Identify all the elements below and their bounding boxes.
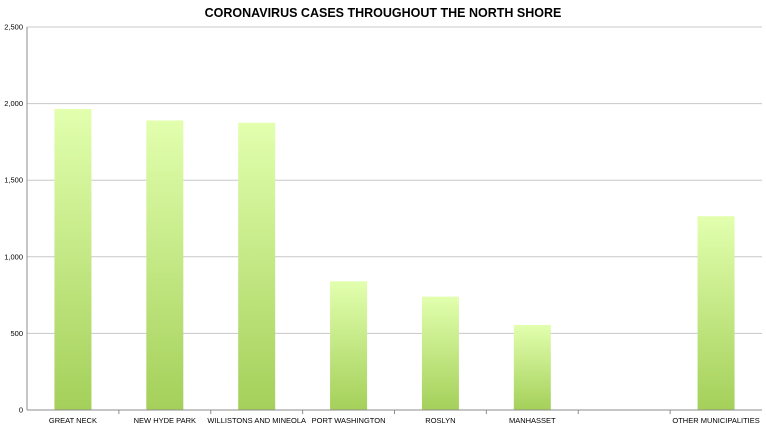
y-tick-label: 2,500 xyxy=(4,23,23,32)
gridlines xyxy=(27,26,762,334)
y-tick-labels: 0 500 1,000 1,500 2,000 2,500 xyxy=(4,23,23,415)
y-tick-label: 2,000 xyxy=(4,99,23,108)
x-tick-label-willistons-and-mineola: WILLISTONS AND MINEOLA xyxy=(207,416,306,425)
y-tick-label: 500 xyxy=(10,329,23,338)
x-tick-label-great-neck: GREAT NECK xyxy=(49,416,97,425)
x-tick-label-other-municipalities: OTHER MUNICIPALITIES xyxy=(672,416,759,425)
y-tick-label: 1,500 xyxy=(4,176,23,185)
bar-willistons-and-mineola xyxy=(238,122,276,410)
x-tick-labels: GREAT NECK NEW HYDE PARK WILLISTONS AND MI… xyxy=(49,416,760,425)
bars xyxy=(54,108,735,411)
bar-roslyn xyxy=(421,296,459,410)
bar-port-washington xyxy=(330,281,368,410)
y-tick-label: 1,000 xyxy=(4,252,23,261)
x-tick-label-new-hyde-park: NEW HYDE PARK xyxy=(134,416,196,425)
x-tick-label-port-washington: PORT WASHINGTON xyxy=(312,416,386,425)
bar-great-neck xyxy=(54,108,92,410)
bar-other-municipalities xyxy=(697,216,735,410)
axes xyxy=(26,27,762,414)
y-tick-label: 0 xyxy=(19,406,23,415)
chart-title: CORONAVIRUS CASES THROUGHOUT THE NORTH S… xyxy=(205,6,562,20)
bar-manhasset xyxy=(513,324,551,410)
x-tick-label-roslyn: ROSLYN xyxy=(425,416,455,425)
bar-new-hyde-park xyxy=(146,120,184,411)
x-tick-label-manhasset: MANHASSET xyxy=(509,416,556,425)
